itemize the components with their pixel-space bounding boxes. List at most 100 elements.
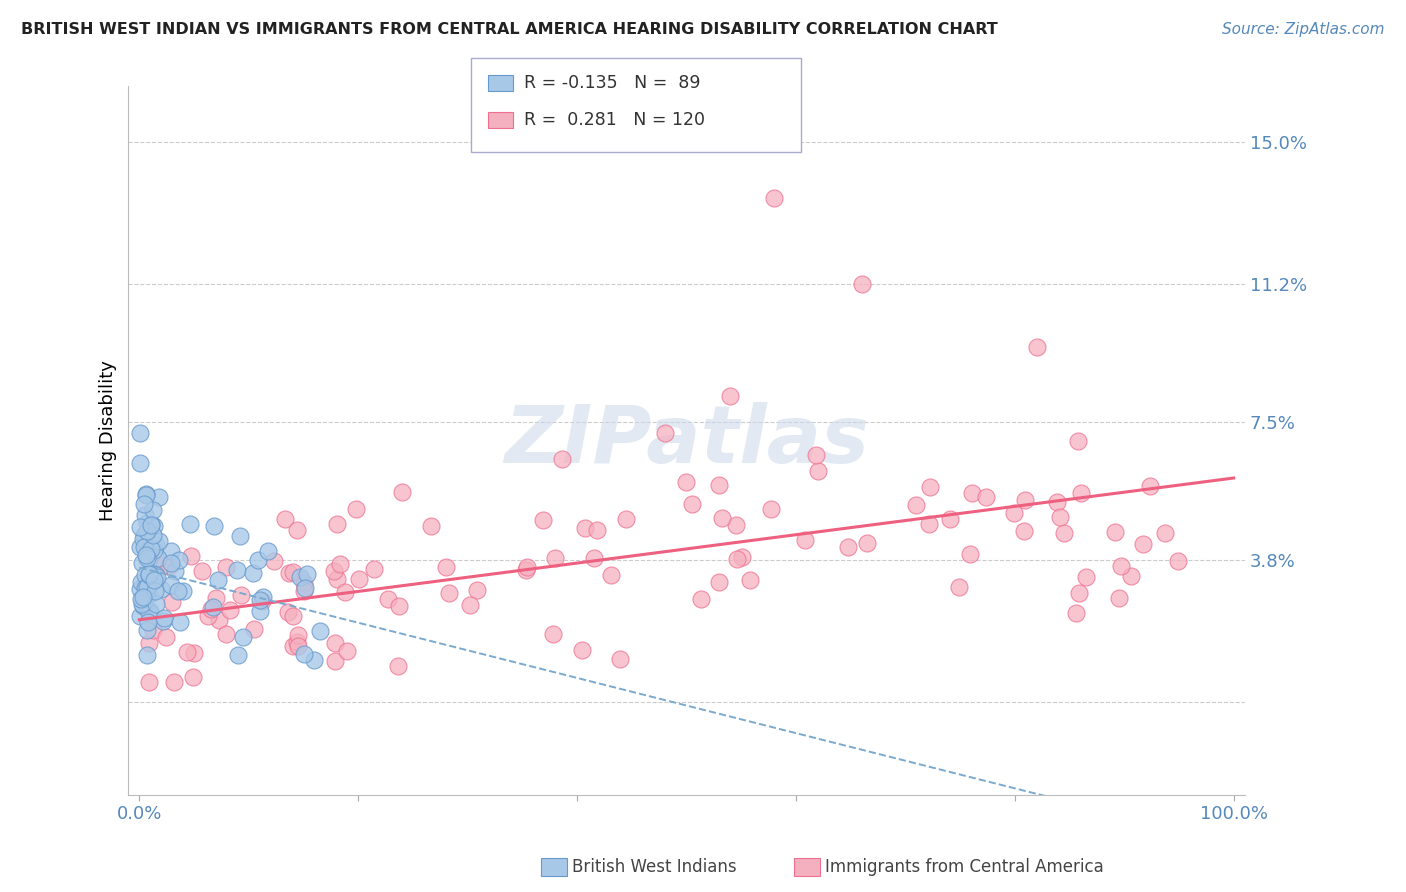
Point xyxy=(138,564,160,578)
Point xyxy=(586,523,609,537)
Point xyxy=(1064,607,1087,621)
Point xyxy=(1004,506,1026,520)
Point xyxy=(516,560,538,574)
Point xyxy=(145,538,167,552)
Point xyxy=(136,615,159,630)
Point xyxy=(131,556,153,570)
Point xyxy=(250,593,273,607)
Point xyxy=(129,574,152,589)
Point xyxy=(141,516,163,531)
Point xyxy=(131,597,153,611)
Point xyxy=(138,674,160,689)
Text: BRITISH WEST INDIAN VS IMMIGRANTS FROM CENTRAL AMERICA HEARING DISABILITY CORREL: BRITISH WEST INDIAN VS IMMIGRANTS FROM C… xyxy=(21,22,998,37)
Point xyxy=(160,595,183,609)
Point xyxy=(851,277,873,291)
Point xyxy=(131,599,153,613)
Point xyxy=(938,512,960,526)
Point xyxy=(201,600,224,615)
Point xyxy=(1119,569,1142,583)
Point xyxy=(163,674,186,689)
Point xyxy=(1049,510,1071,524)
Point xyxy=(1025,341,1047,355)
Point xyxy=(257,544,280,558)
Point xyxy=(129,608,152,623)
Point xyxy=(918,517,941,532)
Point xyxy=(136,578,159,592)
Point xyxy=(283,565,305,579)
Point xyxy=(135,548,157,562)
Point xyxy=(1139,479,1161,493)
Point xyxy=(136,579,159,593)
Point xyxy=(136,583,159,598)
Point xyxy=(138,551,160,566)
Point xyxy=(1132,537,1154,551)
Point xyxy=(215,627,238,641)
Point xyxy=(215,559,238,574)
Point xyxy=(132,578,155,592)
Point xyxy=(281,608,304,623)
Text: ZIPatlas: ZIPatlas xyxy=(505,401,869,480)
Point xyxy=(1108,591,1130,606)
Point xyxy=(208,613,231,627)
Point xyxy=(740,573,762,587)
Point xyxy=(143,519,166,533)
Point xyxy=(571,642,593,657)
Point xyxy=(391,484,413,499)
Point xyxy=(129,582,152,596)
Point xyxy=(242,566,264,581)
Point xyxy=(1046,495,1069,509)
Point xyxy=(136,516,159,530)
Point xyxy=(246,552,269,566)
Point xyxy=(183,646,205,660)
Point xyxy=(837,541,859,555)
Point xyxy=(180,549,202,563)
Point xyxy=(229,588,252,602)
Point xyxy=(920,480,942,494)
Point xyxy=(326,516,349,531)
Point xyxy=(134,508,156,522)
Point xyxy=(388,599,411,614)
Point xyxy=(531,513,554,527)
Point xyxy=(285,523,308,537)
Point xyxy=(614,512,637,526)
Point xyxy=(134,538,156,552)
Point xyxy=(252,591,274,605)
Point xyxy=(136,545,159,559)
Point xyxy=(1067,434,1090,448)
Point xyxy=(437,586,460,600)
Point xyxy=(142,542,165,557)
Point xyxy=(249,604,271,618)
Point xyxy=(387,658,409,673)
Point xyxy=(129,426,152,441)
Point xyxy=(232,630,254,644)
Point xyxy=(707,575,730,590)
Point xyxy=(323,636,346,650)
Point xyxy=(129,592,152,607)
Point xyxy=(1074,570,1097,584)
Text: R =  0.281   N = 120: R = 0.281 N = 120 xyxy=(524,112,706,129)
Point xyxy=(710,511,733,525)
Point xyxy=(226,648,249,662)
Point xyxy=(132,532,155,546)
Point xyxy=(135,487,157,501)
Point xyxy=(363,562,385,576)
Point xyxy=(465,583,488,598)
Point xyxy=(347,572,370,586)
Point xyxy=(761,501,783,516)
Point xyxy=(302,653,325,667)
Point xyxy=(132,591,155,605)
Point xyxy=(1111,558,1133,573)
Point xyxy=(139,604,162,618)
Point xyxy=(204,591,226,605)
Point xyxy=(138,636,160,650)
Point xyxy=(148,533,170,548)
Point xyxy=(129,540,152,554)
Point xyxy=(292,647,315,661)
Point xyxy=(160,544,183,558)
Point xyxy=(136,550,159,565)
Point xyxy=(155,630,177,644)
Point xyxy=(138,605,160,619)
Point xyxy=(333,584,356,599)
Point xyxy=(132,528,155,542)
Point xyxy=(287,639,309,653)
